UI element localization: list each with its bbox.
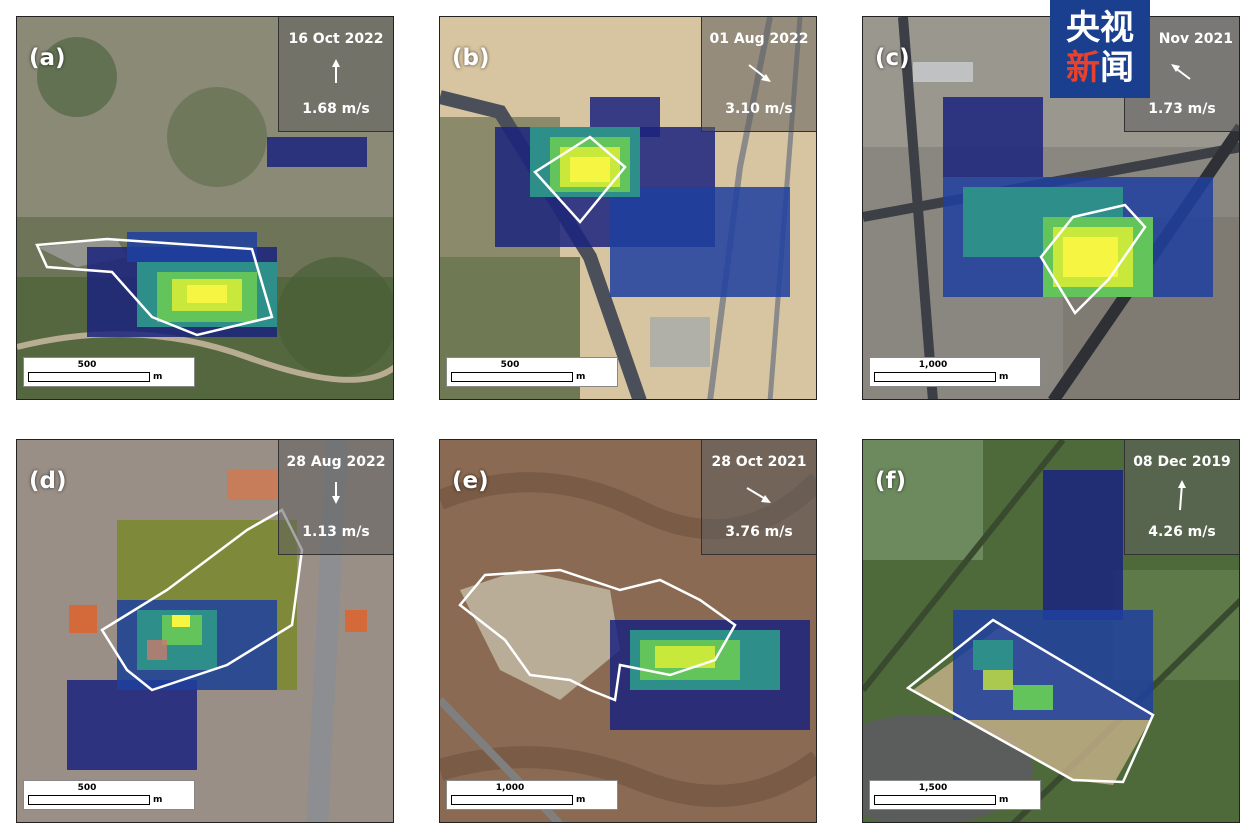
wind-speed: 4.26 m/s	[1148, 524, 1216, 540]
logo-char-2: 闻	[1100, 48, 1134, 88]
scale-bar-line	[874, 372, 996, 382]
scale-value: 500	[77, 360, 97, 370]
scale-bar-line	[874, 795, 996, 805]
wind-speed: 1.73 m/s	[1148, 101, 1216, 117]
panel-label: (d)	[29, 468, 67, 494]
landfill-outline	[1039, 203, 1147, 316]
scale-bar-line	[451, 372, 573, 382]
wind-arrow-icon	[332, 59, 340, 83]
scale-bar-line	[451, 795, 573, 805]
methane-plume	[67, 600, 277, 770]
landfill-outline	[533, 135, 627, 224]
scale-unit: m	[576, 372, 586, 382]
scale-value: 1,000	[918, 360, 948, 370]
scale-value: 500	[77, 783, 97, 793]
wind-arrow-icon	[748, 64, 771, 82]
scale-unit: m	[576, 795, 586, 805]
panel-f: (f) 08 Dec 2019 4.26 m/s 1,500 m	[862, 439, 1240, 823]
scale-unit: m	[999, 795, 1009, 805]
panel-label: (f)	[875, 468, 907, 494]
satellite-image	[863, 440, 1239, 822]
wind-arrow-icon	[332, 482, 340, 504]
wind-info-box: 16 Oct 2022 1.68 m/s	[278, 17, 393, 132]
panel-e: (e) 28 Oct 2021 3.76 m/s 1,000 m	[439, 439, 817, 823]
observation-date: 08 Dec 2019	[1133, 454, 1231, 470]
panel-a: (a) 16 Oct 2022 1.68 m/s 500 m	[16, 16, 394, 400]
observation-date: 16 Oct 2022	[288, 31, 384, 47]
landfill-outline	[458, 568, 737, 702]
scale-bar: 1,500 m	[869, 780, 1041, 810]
methane-plume	[943, 97, 1213, 297]
wind-arrow-icon	[1178, 480, 1186, 511]
scale-bar: 500 m	[23, 780, 195, 810]
landfill-outline	[100, 508, 304, 692]
scale-value: 1,500	[918, 783, 948, 793]
panel-label: (e)	[452, 468, 489, 494]
observation-date: 28 Oct 2021	[711, 454, 807, 470]
wind-info-box: 08 Dec 2019 4.26 m/s	[1124, 440, 1239, 555]
wind-speed: 1.68 m/s	[302, 101, 370, 117]
panel-label: (c)	[875, 45, 910, 71]
observation-date: Nov 2021	[1158, 31, 1233, 47]
observation-date: 28 Aug 2022	[286, 454, 386, 470]
scale-unit: m	[999, 372, 1009, 382]
scale-value: 500	[500, 360, 520, 370]
wind-info-box: 28 Oct 2021 3.76 m/s	[701, 440, 816, 555]
scale-bar: 1,000 m	[869, 357, 1041, 387]
methane-plume	[610, 620, 810, 730]
panel-b: (b) 01 Aug 2022 3.10 m/s 500 m	[439, 16, 817, 400]
wind-arrow-icon	[1171, 64, 1191, 80]
methane-plume	[953, 470, 1153, 720]
scale-bar-line	[28, 795, 150, 805]
landfill-outline	[35, 237, 274, 337]
scale-unit: m	[153, 372, 163, 382]
scale-bar: 500 m	[446, 357, 618, 387]
panel-label: (b)	[452, 45, 490, 71]
scale-bar-line	[28, 372, 150, 382]
scale-unit: m	[153, 795, 163, 805]
scale-bar: 500 m	[23, 357, 195, 387]
logo-line-1: 央视	[1066, 8, 1134, 48]
logo-line-2: 新闻	[1050, 48, 1150, 88]
panel-d: (d) 28 Aug 2022 1.13 m/s 500 m	[16, 439, 394, 823]
wind-info-box: 28 Aug 2022 1.13 m/s	[278, 440, 393, 555]
wind-arrow-icon	[746, 487, 771, 503]
wind-speed: 3.76 m/s	[725, 524, 793, 540]
logo-char-1: 新	[1066, 48, 1100, 88]
scale-bar: 1,000 m	[446, 780, 618, 810]
cctv-news-logo: 央视 新闻	[1050, 0, 1150, 98]
panel-c: (c) Nov 2021 1.73 m/s 1,000 m	[862, 16, 1240, 400]
observation-date: 01 Aug 2022	[709, 31, 809, 47]
wind-speed: 1.13 m/s	[302, 524, 370, 540]
wind-info-box: 01 Aug 2022 3.10 m/s	[701, 17, 816, 132]
wind-speed: 3.10 m/s	[725, 101, 793, 117]
landfill-outline	[905, 618, 1155, 784]
scale-value: 1,000	[495, 783, 525, 793]
panel-label: (a)	[29, 45, 66, 71]
